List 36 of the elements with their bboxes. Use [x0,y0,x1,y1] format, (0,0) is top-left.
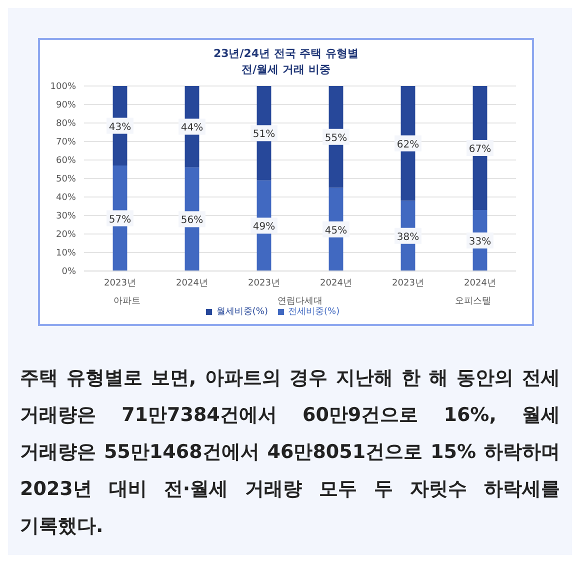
data-label: 33% [468,236,492,248]
x-tick-label: 2023년 [248,278,280,288]
y-tick-label: 10% [56,248,76,259]
x-tick-label: 2023년 [104,278,136,288]
data-label: 56% [180,215,204,226]
y-tick-label: 70% [56,138,76,148]
data-label: 44% [180,122,204,134]
text: 주택 유형별로 보면, 아파트의 경우 지난해 한 해 동안의 전세 거래량은 71만7384건에서 60만9건으로 16%, 월세 거래량은 55만1468건에서 46만8051건으로 15% 하락하며 2023년 대비 전·월세 거래량 모두 두 자릿수 하락세를 기록했다. [20,366,560,539]
y-tick-label: 50% [56,174,76,185]
data-label: 49% [252,222,276,233]
data-label: 38% [396,232,420,243]
data-label: 51% [252,129,276,140]
text: 오피스텔 [454,296,491,306]
x-tick-label: 2023년 [392,278,424,288]
chart-title: 23년/24년 전국 주택 유형별 전/월세 거래 비중 [212,46,360,78]
x-tick-label: 2024년 [320,278,352,288]
y-tick-label: 20% [56,230,76,240]
data-label: 57% [108,214,132,226]
x-tick-label: 2024년 [176,278,208,288]
y-tick-label: 90% [56,100,76,111]
x-tick-label: 2024년 [464,278,496,288]
data-label: 62% [396,139,420,150]
legend-label: 전세비중(%) [288,307,340,317]
y-tick-label: 100% [50,82,76,92]
data-label: 55% [324,132,348,144]
y-tick-label: 60% [56,156,76,166]
y-tick-label: 80% [56,119,76,130]
y-tick-label: 30% [56,212,76,222]
data-label: 43% [108,122,132,133]
y-tick-label: 40% [56,193,76,204]
data-label: 67% [468,144,492,155]
text: 연립다세대 [278,296,322,306]
data-label: 45% [324,225,348,236]
text: 아파트 [114,296,141,306]
legend-label: 월세비중(%) [216,307,268,317]
y-tick-label: 0% [62,267,76,278]
